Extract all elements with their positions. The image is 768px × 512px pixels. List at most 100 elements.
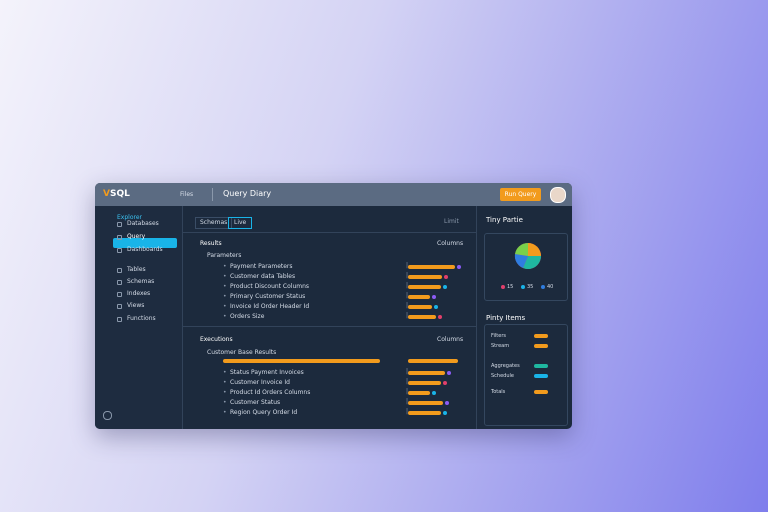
sidebar-icon — [117, 222, 122, 227]
sidebar-item[interactable]: Functions — [127, 315, 156, 322]
tree-row[interactable]: Primary Customer Status — [230, 293, 306, 300]
sidebar-item[interactable]: Dashboards — [127, 246, 163, 253]
pie-label: 35 — [527, 284, 534, 290]
avatar[interactable] — [550, 187, 566, 203]
tab[interactable]: Schemas — [195, 217, 233, 229]
progress-bar — [408, 411, 441, 415]
status-dot — [444, 275, 448, 279]
items-card — [484, 324, 568, 426]
main-panel: Schemas Live Limit Results Columns Param… — [182, 206, 476, 429]
status-dot — [443, 285, 447, 289]
panel-title: Tiny Partie — [486, 216, 523, 224]
progress-bar — [408, 295, 430, 299]
section-title: Results — [200, 240, 222, 247]
legend-swatch — [541, 285, 545, 289]
sidebar-item[interactable]: Databases — [127, 220, 159, 227]
tree-row[interactable]: Orders Size — [230, 313, 265, 320]
panel-title: Pinty Items — [486, 314, 526, 322]
status-dot — [432, 295, 436, 299]
files-tab[interactable]: Files — [180, 191, 194, 198]
status-dot — [443, 411, 447, 415]
row-marker: | — [406, 272, 409, 279]
status-dot — [457, 265, 461, 269]
sidebar-icon — [117, 280, 122, 285]
item-bar — [534, 374, 548, 378]
tree-row[interactable]: Payment Parameters — [230, 263, 293, 270]
sidebar-item[interactable]: Views — [127, 302, 145, 309]
tree-row[interactable]: Status Payment Invoices — [230, 369, 304, 376]
row-marker: | — [406, 388, 409, 395]
sidebar-item[interactable]: Indexes — [127, 290, 151, 297]
tab[interactable]: Live — [228, 217, 253, 229]
sidebar-item[interactable]: Schemas — [127, 278, 155, 285]
row-marker: | — [406, 368, 409, 375]
legend-swatch — [521, 285, 525, 289]
pie-slice — [523, 256, 541, 269]
row-marker: | — [406, 408, 409, 415]
tree-bullet: • — [223, 293, 227, 300]
section-title: Executions — [200, 336, 233, 343]
logo-text: SQL — [109, 189, 130, 199]
pie-label: 40 — [547, 284, 554, 290]
status-dot — [443, 381, 447, 385]
row-marker: | — [406, 262, 409, 269]
item-label[interactable]: Aggregates — [491, 363, 520, 369]
window-title: Query Diary — [223, 189, 272, 198]
progress-bar — [408, 265, 455, 269]
tree-row[interactable]: Region Query Order Id — [230, 409, 298, 416]
dropdown[interactable]: Columns — [437, 240, 464, 247]
progress-bar — [408, 285, 441, 289]
progress-bar — [408, 371, 445, 375]
tree-row[interactable]: Product Id Orders Columns — [230, 389, 311, 396]
status-dot — [434, 305, 438, 309]
run-button[interactable]: Run Query — [500, 188, 541, 201]
sidebar-item[interactable]: Tables — [127, 266, 146, 273]
progress-bar — [408, 381, 441, 385]
tree-row[interactable]: Customer data Tables — [230, 273, 296, 280]
item-bar — [534, 334, 548, 338]
item-bar — [534, 364, 548, 368]
status-dot — [447, 371, 451, 375]
item-bar — [534, 390, 548, 394]
tree-bullet: • — [223, 409, 227, 416]
status-dot — [438, 315, 442, 319]
pie-card — [484, 233, 568, 301]
progress-bar — [408, 359, 458, 363]
row-marker: | — [406, 292, 409, 299]
tree-row[interactable]: Product Discount Columns — [230, 283, 310, 290]
tree-bullet: • — [223, 303, 227, 310]
pie-label: 15 — [507, 284, 514, 290]
pie-slice — [528, 243, 541, 256]
legend-swatch — [501, 285, 505, 289]
limit-dropdown[interactable]: Limit — [444, 218, 459, 225]
progress-bar — [408, 315, 436, 319]
sidebar-icon — [117, 268, 122, 273]
row-marker: | — [406, 302, 409, 309]
item-label[interactable]: Stream — [491, 343, 510, 349]
divider — [182, 326, 476, 327]
pie-slice — [515, 242, 528, 256]
tree-row[interactable]: Customer Status — [230, 399, 281, 406]
sidebar-item[interactable]: Query — [127, 233, 146, 240]
item-label[interactable]: Filters — [491, 333, 506, 339]
sidebar-icon — [117, 304, 122, 309]
item-label[interactable]: Schedule — [491, 373, 514, 379]
item-label[interactable]: Totals — [491, 389, 506, 395]
right-panel: Tiny Partie Pinty Items 15 35 40 Filters Str… — [476, 206, 572, 429]
pie — [514, 242, 541, 269]
sidebar-title: Explorer — [117, 214, 142, 221]
dropdown[interactable]: Columns — [437, 336, 464, 343]
progress-bar — [408, 401, 443, 405]
settings-icon[interactable] — [103, 411, 112, 420]
sidebar-icon — [117, 235, 122, 240]
item-bar — [534, 344, 548, 348]
tree-bullet: • — [223, 379, 227, 386]
progress-bar — [408, 275, 442, 279]
progress-bar — [408, 391, 430, 395]
tree-row[interactable]: Invoice Id Order Header Id — [230, 303, 310, 310]
tree-row[interactable]: Customer Invoice Id — [230, 379, 290, 386]
tree-bullet: • — [223, 369, 227, 376]
tree-bullet: • — [223, 313, 227, 320]
divider — [212, 188, 213, 201]
